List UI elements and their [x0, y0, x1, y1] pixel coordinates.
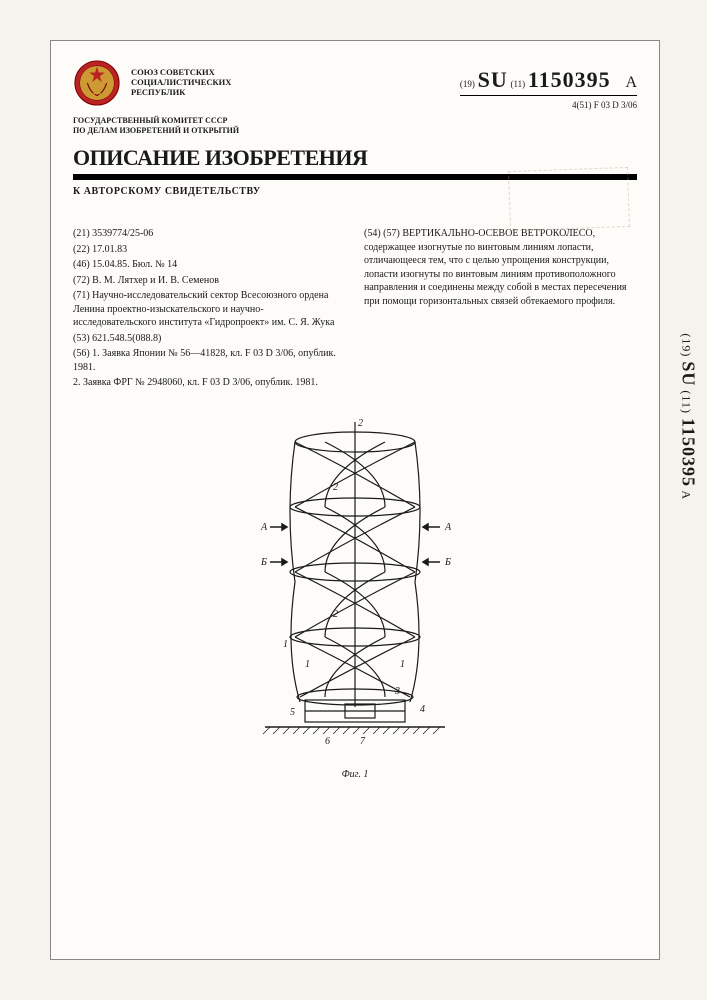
label-2: 2: [333, 609, 338, 620]
side-prefix: (19): [680, 333, 694, 357]
code-suffix: A: [625, 74, 637, 91]
label-7: 7: [360, 736, 366, 747]
field-71: (71) Научно-исследовательский сектор Все…: [73, 289, 346, 330]
figure-1: 2 2 2 А А Б Б 1 1 1 3 4 5 6 7 Фиг. 1: [73, 412, 637, 780]
field-22: (22) 17.01.83: [73, 243, 346, 257]
label-1: 1: [283, 639, 288, 650]
committee-line: ГОСУДАРСТВЕННЫЙ КОМИТЕТ СССР: [73, 116, 637, 126]
union-line: РЕСПУБЛИК: [131, 87, 450, 97]
field-56-2: 2. Заявка ФРГ № 2948060, кл. F 03 D 3/06…: [73, 376, 346, 390]
side-su: SU: [679, 361, 699, 386]
union-line: СОЮЗ СОВЕТСКИХ: [131, 67, 450, 77]
label-3: 3: [394, 686, 400, 697]
registration-stamp: [508, 167, 630, 231]
code-number: 1150395: [528, 67, 611, 92]
figure-caption: Фиг. 1: [73, 769, 637, 780]
side-suffix: A: [680, 490, 694, 500]
left-column: (21) 3539774/25-06 (22) 17.01.83 (46) 15…: [73, 227, 346, 392]
side-sub: (11): [680, 390, 694, 414]
field-53: (53) 621.548.5(088.8): [73, 332, 346, 346]
windwheel-diagram: 2 2 2 А А Б Б 1 1 1 3 4 5 6 7: [225, 412, 485, 762]
ussr-emblem-icon: [73, 59, 121, 107]
label-5: 5: [290, 707, 295, 718]
label-2: 2: [333, 482, 338, 493]
code-sub: (11): [510, 79, 525, 89]
patent-page: СОЮЗ СОВЕТСКИХ СОЦИАЛИСТИЧЕСКИХ РЕСПУБЛИ…: [50, 40, 660, 960]
label-B: Б: [260, 557, 267, 568]
body-columns: (21) 3539774/25-06 (22) 17.01.83 (46) 15…: [73, 227, 637, 392]
field-72: (72) В. М. Лятхер и И. В. Семенов: [73, 274, 346, 288]
document-title: ОПИСАНИЕ ИЗОБРЕТЕНИЯ: [73, 145, 367, 171]
field-21: (21) 3539774/25-06: [73, 227, 346, 241]
label-6: 6: [325, 736, 330, 747]
code-prefix: (19): [460, 79, 475, 89]
field-46: (46) 15.04.85. Бюл. № 14: [73, 258, 346, 272]
patent-code: (19) SU (11) 1150395 A 4(51) F 03 D 3/06: [460, 59, 637, 110]
union-line: СОЦИАЛИСТИЧЕСКИХ: [131, 77, 450, 87]
committee-line: ПО ДЕЛАМ ИЗОБРЕТЕНИЙ И ОТКРЫТИЙ: [73, 126, 637, 136]
union-name: СОЮЗ СОВЕТСКИХ СОЦИАЛИСТИЧЕСКИХ РЕСПУБЛИ…: [131, 59, 450, 98]
field-56-1: (56) 1. Заявка Японии № 56—41828, кл. F …: [73, 347, 346, 374]
classification: 4(51) F 03 D 3/06: [460, 100, 637, 110]
label-1: 1: [400, 659, 405, 670]
committee: ГОСУДАРСТВЕННЫЙ КОМИТЕТ СССР ПО ДЕЛАМ ИЗ…: [73, 116, 637, 135]
label-4: 4: [420, 704, 425, 715]
label-1: 1: [305, 659, 310, 670]
su-number-line: (19) SU (11) 1150395 A: [460, 67, 637, 96]
abstract: (54) (57) ВЕРТИКАЛЬНО-ОСЕВОЕ ВЕТРОКОЛЕСО…: [364, 227, 637, 308]
code-su: SU: [478, 67, 508, 92]
label-B: Б: [444, 557, 451, 568]
side-number: 1150395: [679, 418, 699, 487]
right-column: (54) (57) ВЕРТИКАЛЬНО-ОСЕВОЕ ВЕТРОКОЛЕСО…: [364, 227, 637, 392]
label-A: А: [260, 522, 268, 533]
label-A: А: [444, 522, 452, 533]
side-patent-code: (19) SU (11) 1150395 A: [678, 333, 699, 500]
header: СОЮЗ СОВЕТСКИХ СОЦИАЛИСТИЧЕСКИХ РЕСПУБЛИ…: [73, 59, 637, 110]
label-2: 2: [358, 418, 363, 429]
